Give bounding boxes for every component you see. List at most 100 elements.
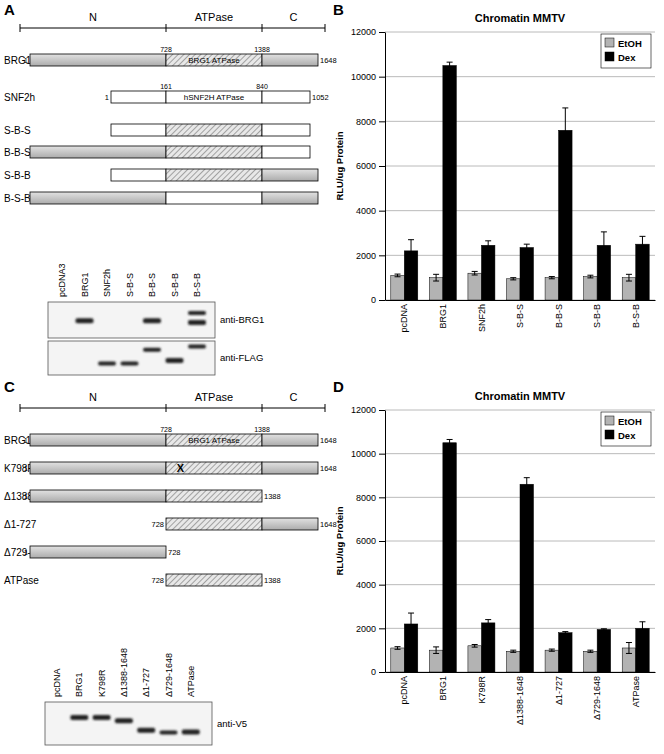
row-label: S-B-B [4, 170, 31, 181]
row-label: B-S-B [4, 193, 31, 204]
error-bar-stem [449, 62, 450, 69]
tick-label: pcDNA [399, 676, 409, 705]
row-label: SNF2h [4, 92, 35, 103]
blot-band [188, 344, 206, 348]
tick-mark [379, 255, 385, 256]
y-tick: 2000 [356, 624, 385, 634]
axis-line [386, 300, 656, 301]
domain-segment [166, 434, 262, 446]
axis-line [386, 672, 656, 673]
bar [597, 629, 611, 672]
error-bar-cap [562, 107, 568, 108]
error-bar-cap [408, 262, 414, 263]
row-label: Δ1-727 [4, 519, 37, 530]
tick-label: 0 [371, 295, 376, 305]
lane-label: B-B-S [147, 273, 157, 297]
header-label: C [290, 11, 298, 23]
legend-label: Dex [618, 52, 636, 63]
domain-segment [30, 434, 166, 446]
lane-label: BRG1 [74, 672, 84, 697]
error-bar-cap [549, 278, 555, 279]
tick-mark [379, 211, 385, 212]
domain-segment [262, 91, 310, 103]
y-tick: 4000 [356, 206, 385, 216]
bar [584, 651, 598, 672]
bar [545, 650, 559, 672]
domain-segment [262, 54, 318, 66]
residue-label: 1 [24, 56, 28, 65]
error-bar-cap [626, 274, 632, 275]
y-tick: 8000 [356, 117, 385, 127]
residue-label: 161 [160, 83, 172, 90]
error-bar-cap [524, 490, 530, 491]
tick-mark [379, 585, 385, 586]
lane-label: K798R [97, 669, 107, 697]
error-bar [433, 647, 439, 654]
error-bar-cap [510, 650, 516, 651]
error-bar [639, 622, 645, 635]
error-bar [395, 647, 401, 650]
error-bar [601, 629, 607, 630]
bar [429, 650, 443, 672]
domain-segment [30, 54, 166, 66]
domain-segment [166, 169, 262, 181]
error-bar-cap [485, 626, 491, 627]
error-bar-cap [395, 646, 401, 647]
bar [507, 651, 521, 672]
error-bar-stem [436, 647, 437, 654]
error-bar [524, 478, 530, 491]
domain-segment [30, 490, 166, 502]
error-bar-cap [549, 276, 555, 277]
x-tick: pcDNA [399, 672, 409, 705]
error-bar-stem [474, 271, 475, 275]
error-bar-stem [628, 643, 629, 654]
error-bar-cap [472, 271, 478, 272]
error-bar-cap [626, 653, 632, 654]
x-tick: S-B-B [592, 300, 602, 328]
error-bar-cap [587, 275, 593, 276]
lane-label: pcDNA [52, 668, 62, 697]
domain-segment [262, 146, 310, 158]
residue-label: 1648 [320, 436, 337, 445]
error-bar-stem [411, 240, 412, 262]
row-label: S-B-S [4, 125, 31, 136]
row-label: BRG1 [4, 435, 32, 446]
tick-label: 10000 [351, 72, 376, 82]
x-tick: pcDNA [399, 300, 409, 333]
chart-title: Chromatin MMTV [475, 390, 566, 402]
bar [584, 277, 598, 300]
error-bar-cap [601, 258, 607, 259]
header-label: ATPase [195, 391, 233, 403]
row-label: B-B-S [4, 147, 31, 158]
residue-label: 1388 [264, 492, 281, 501]
error-bar-cap [601, 630, 607, 631]
y-tick: 10000 [351, 72, 385, 82]
domain-label: hSNF2H ATPase [184, 93, 245, 102]
error-bar [549, 649, 555, 651]
blot-band [182, 730, 200, 735]
domain-segment [166, 124, 262, 136]
error-bar-cap [472, 647, 478, 648]
header-label: N [89, 391, 97, 403]
error-bar-cap [562, 152, 568, 153]
error-bar-cap [447, 439, 453, 440]
y-tick: 4000 [356, 580, 385, 590]
error-bar-cap [587, 652, 593, 653]
error-bar-cap [639, 236, 645, 237]
blot-band [76, 318, 94, 323]
blot-band [98, 361, 116, 365]
blot-frame [48, 302, 215, 338]
y-tick: 6000 [356, 536, 385, 546]
domain-segment [111, 169, 166, 181]
error-bar-stem [565, 108, 566, 153]
error-bar [562, 632, 568, 634]
western-blot: pcDNA3BRG1SNF2hS-B-SB-B-SS-B-BB-S-Banti-… [48, 263, 264, 375]
bar [391, 648, 405, 672]
legend-label: EtOH [618, 416, 642, 427]
error-bar-cap [395, 649, 401, 650]
y-axis-title: RLU/ug Protein [334, 131, 345, 200]
residue-label: 1 [105, 93, 109, 102]
error-bar-cap [447, 62, 453, 63]
domain-segment [30, 146, 166, 158]
domain-segment [166, 574, 262, 586]
